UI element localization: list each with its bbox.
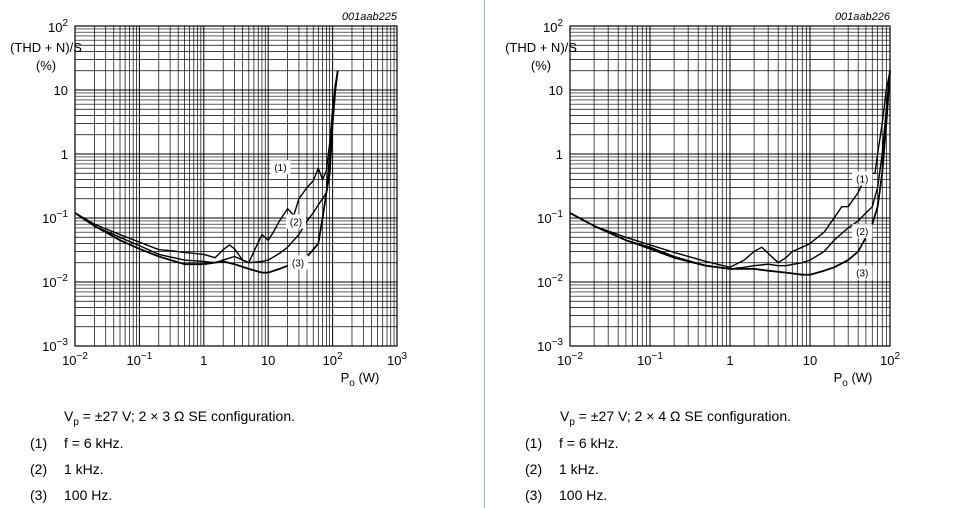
- plot-frame: [74, 25, 398, 347]
- x-tick-label: 10−2: [557, 351, 583, 368]
- y-tick-label: 102: [48, 18, 68, 35]
- series-label-1: (1): [274, 163, 286, 174]
- y-tick-label: 10: [549, 83, 563, 98]
- series-line-3: [569, 70, 891, 276]
- grid: [569, 26, 890, 347]
- x-axis-label: Po (W): [341, 370, 380, 389]
- grid: [74, 26, 397, 347]
- y-axis-unit: (%): [531, 58, 551, 73]
- caption-left-config: Vp = ±27 V; 2 × 3 Ω SE configuration.: [64, 408, 295, 428]
- chart-right: (1)(2)(3)10−2 10−1 1 10 10210−310−210−111010…: [505, 11, 900, 389]
- x-tick-label: 1: [726, 353, 733, 368]
- x-tick-label: 10: [261, 353, 275, 368]
- chart-left: (1)(2)(3)10−2 10−1 1 10 102 10310−310−210−111…: [10, 11, 407, 389]
- y-tick-label: 10: [54, 83, 68, 98]
- series-label-box-1: [852, 171, 873, 186]
- y-tick-label: 1: [61, 147, 68, 162]
- y-tick-label: 1: [556, 147, 563, 162]
- y-axis-label: (THD + N)/S: [505, 40, 577, 55]
- x-tick-label: 103: [387, 351, 407, 368]
- figure-id: 001aab225: [342, 11, 398, 23]
- y-tick-label: 10−1: [537, 209, 563, 226]
- caption-left-item-1: (1) f = 6 kHz.: [30, 435, 124, 451]
- series-label-box-3: [852, 265, 873, 280]
- y-axis-unit: (%): [36, 58, 56, 73]
- caption-right-config: Vp = ±27 V; 2 × 4 Ω SE configuration.: [560, 408, 791, 428]
- panel-divider: [484, 0, 485, 508]
- y-tick-label: 10−1: [42, 209, 68, 226]
- y-tick-label: 10−2: [42, 273, 68, 290]
- series-label-2: (2): [290, 218, 302, 229]
- caption-left-item-2: (2) 1 kHz.: [30, 461, 104, 477]
- y-tick-label: 10−2: [537, 273, 563, 290]
- series-label-3: (3): [856, 269, 868, 280]
- x-tick-label: 1: [200, 353, 207, 368]
- y-tick-label: 102: [543, 18, 563, 35]
- series-label-2: (2): [856, 227, 868, 238]
- caption-left-item-3: (3) 100 Hz.: [30, 487, 113, 503]
- charts-canvas: (1)(2)(3)10−2 10−1 1 10 102 10310−310−210−111…: [10, 11, 900, 389]
- series-label-box-2: [285, 214, 306, 229]
- x-axis-label: Po (W): [834, 370, 873, 389]
- caption-right-item-2: (2) 1 kHz.: [525, 461, 599, 477]
- x-tick-label: 10−1: [637, 351, 663, 368]
- series-line-3: [74, 70, 339, 274]
- y-tick-label: 10−3: [537, 337, 563, 354]
- series-label-box-2: [852, 224, 873, 239]
- y-tick-label: 10−3: [42, 337, 68, 354]
- series-line-2: [569, 70, 891, 270]
- plot-frame: [569, 25, 891, 347]
- series-line-1: [569, 70, 891, 268]
- series-label-box-1: [270, 160, 291, 175]
- x-tick-label: 102: [323, 351, 343, 368]
- series-label-3: (3): [292, 258, 304, 269]
- series-line-1: [74, 70, 339, 264]
- series-label-box-3: [287, 255, 308, 270]
- x-tick-label: 102: [880, 351, 900, 368]
- y-axis-label: (THD + N)/S: [10, 40, 82, 55]
- x-tick-label: 10−1: [126, 351, 152, 368]
- figure-id: 001aab226: [835, 11, 891, 23]
- x-tick-label: 10−2: [62, 351, 88, 368]
- caption-right-item-3: (3) 100 Hz.: [525, 487, 608, 503]
- caption-right-item-1: (1) f = 6 kHz.: [525, 435, 619, 451]
- series-label-1: (1): [856, 174, 868, 185]
- x-tick-label: 10: [803, 353, 817, 368]
- series-line-2: [74, 70, 339, 264]
